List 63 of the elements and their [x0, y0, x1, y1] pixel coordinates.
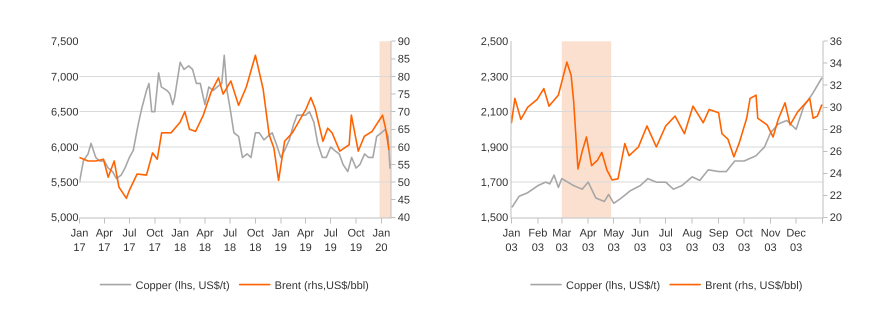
y2-tick-label: 80: [398, 71, 410, 84]
line-series: [511, 61, 822, 181]
y2-tick-label: 50: [398, 176, 410, 189]
x-tick-label: Feb 03: [528, 228, 548, 254]
x-tick-label: Jul 18: [223, 228, 238, 254]
y-tick-label: 7,000: [50, 71, 78, 84]
x-tick-label: Sep 03: [708, 228, 728, 254]
x-tick-label: Nov 03: [760, 228, 781, 254]
y-tick-label: 7,500: [50, 36, 78, 48]
x-tick-label: Apr 18: [196, 228, 214, 254]
y-tick-label: 1,700: [480, 176, 508, 189]
x-tick-label: Jan 19: [272, 228, 290, 254]
y2-tick-label: 75: [398, 88, 410, 101]
y2-tick-label: 55: [398, 159, 410, 172]
y2-tick-label: 65: [398, 124, 410, 136]
y-tick-label: 2,300: [480, 71, 508, 84]
x-tick-label: Mar 03: [552, 228, 572, 254]
y2-tick-label: 30: [830, 102, 842, 114]
y2-tick-label: 28: [830, 124, 842, 136]
x-tick-label: Jan 17: [70, 228, 88, 254]
x-tick-label: Jul 03: [658, 228, 673, 254]
y2-tick-label: 70: [398, 106, 410, 119]
y-tick-label: 2,500: [480, 36, 508, 48]
x-tick-label: Jul 17: [122, 228, 136, 254]
y2-tick-label: 20: [830, 212, 842, 224]
y-tick-label: 1,500: [480, 212, 508, 224]
legend-label: Brent (rhs,US$/bbl): [274, 280, 369, 292]
legend-label: Copper (lhs, US$/t): [566, 280, 660, 292]
y-tick-label: 5,500: [50, 176, 78, 189]
y2-tick-label: 36: [830, 36, 842, 48]
x-tick-label: Apr 17: [96, 228, 114, 254]
line-series: [512, 77, 822, 208]
x-tick-label: Dec 03: [786, 228, 806, 254]
x-tick-label: Oct 19: [347, 228, 365, 254]
x-tick-label: Apr 03: [580, 228, 598, 254]
x-tick-label: Jan 20: [372, 228, 390, 254]
x-tick-label: Oct 18: [246, 228, 264, 254]
x-tick-label: Oct 17: [146, 228, 164, 254]
y2-tick-label: 85: [398, 54, 410, 66]
y2-tick-label: 34: [830, 58, 842, 70]
y2-tick-label: 32: [830, 80, 842, 92]
y-tick-label: 1,900: [480, 142, 508, 154]
x-tick-label: Apr 19: [297, 228, 314, 254]
legend-label: Brent (rhs, US$/bbl): [705, 280, 802, 292]
y-tick-label: 5,000: [50, 212, 78, 224]
x-tick-label: Jan 18: [171, 228, 190, 254]
x-tick-label: Jan 03: [502, 228, 520, 254]
x-tick-label: Oct 03: [736, 228, 753, 254]
y-tick-label: 6,500: [50, 106, 78, 119]
x-tick-label: Jun 03: [631, 228, 650, 254]
x-tick-label: Aug 03: [682, 228, 702, 254]
y-tick-label: 2,100: [480, 106, 508, 119]
y2-tick-label: 45: [398, 194, 410, 207]
legend-label: Copper (lhs, US$/t): [136, 280, 230, 292]
y2-tick-label: 60: [398, 142, 410, 154]
y2-tick-label: 24: [830, 168, 842, 180]
y-tick-label: 6,000: [50, 142, 78, 154]
y2-tick-label: 22: [830, 190, 842, 202]
x-tick-label: May 03: [603, 228, 625, 254]
y2-tick-label: 40: [398, 212, 410, 224]
x-tick-label: Jul 19: [324, 228, 338, 254]
y2-tick-label: 90: [398, 36, 410, 48]
y2-tick-label: 26: [830, 146, 842, 158]
